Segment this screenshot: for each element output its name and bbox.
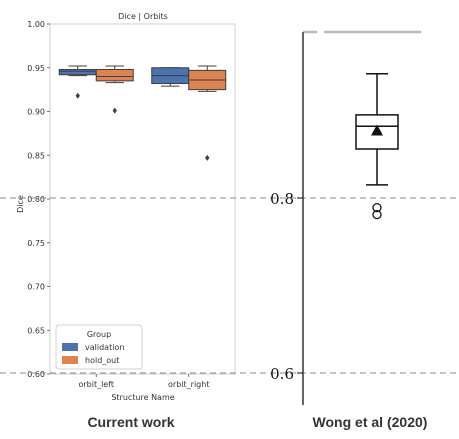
left-y-ticks: 0.60 0.65 0.70 0.75 0.80 0.85 0.90 0.95 1.00 [27, 20, 50, 379]
left-x-tick-label: orbit_left [78, 380, 114, 389]
left-x-axis-label: Structure Name [111, 393, 174, 402]
left-panel: Dice | Orbits 0.600.650.700.750.800.850.… [16, 12, 236, 430]
left-y-tick-label: 0.75 [27, 239, 45, 248]
right-y-ticks: 0.8 0.6 [270, 190, 303, 383]
right-y-tick-label: 0.6 [270, 365, 294, 383]
legend-label-hold-out: hold_out [85, 356, 119, 365]
left-x-ticks: orbit_left orbit_right [78, 374, 209, 389]
right-y-tick-label: 0.8 [270, 190, 294, 208]
left-y-tick-label: 0.90 [27, 108, 45, 117]
box-flier [75, 92, 80, 99]
left-y-tick-label: 0.65 [27, 326, 45, 335]
right-box-mean-marker [371, 124, 383, 136]
right-box-flier [372, 202, 382, 213]
left-y-axis-label: Dice [16, 195, 25, 213]
left-y-tick-label: 0.70 [27, 283, 45, 292]
legend-swatch-validation [62, 343, 78, 351]
right-panel: 0.8 0.6 Wong et al (2020) [270, 30, 428, 430]
box-flier [112, 107, 117, 114]
box-validation [58, 69, 97, 76]
legend-swatch-hold-out [62, 356, 78, 364]
left-y-tick-label: 0.85 [27, 151, 45, 160]
left-y-tick-label: 0.60 [27, 370, 45, 379]
right-box-flier [372, 209, 382, 220]
left-x-tick-label: orbit_right [168, 380, 209, 389]
left-y-tick-label: 0.80 [27, 195, 45, 204]
box-hold_out [95, 69, 134, 82]
left-boxes [58, 65, 227, 161]
legend: Group validation hold_out [55, 324, 143, 370]
legend-label-validation: validation [85, 343, 124, 352]
box-flier [205, 154, 210, 161]
reference-lines [0, 197, 459, 374]
left-y-tick-label: 0.95 [27, 64, 45, 73]
left-chart-title: Dice | Orbits [118, 12, 168, 21]
right-box [355, 73, 399, 220]
caption-current-work: Current work [87, 414, 174, 430]
legend-title: Group [87, 330, 111, 339]
caption-wong-et-al: Wong et al (2020) [313, 414, 428, 430]
left-y-tick-label: 1.00 [27, 20, 45, 29]
